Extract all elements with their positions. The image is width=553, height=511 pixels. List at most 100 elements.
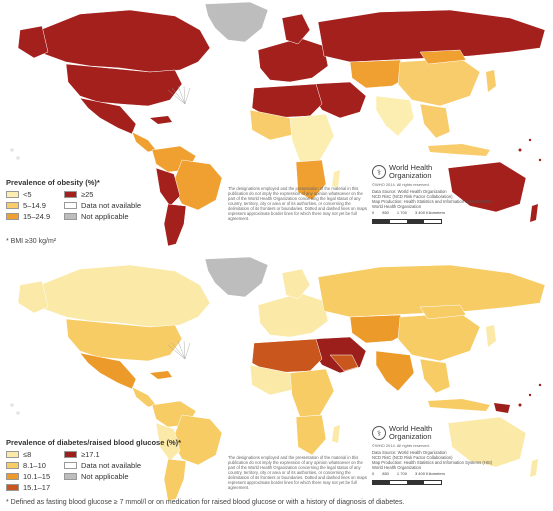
scale-label: 0 [372, 471, 375, 476]
region-peru-bolivia [155, 167, 181, 207]
small-islands [10, 138, 542, 162]
legend-swatch [64, 462, 77, 469]
region-scandinavia [281, 13, 311, 45]
region-japan [486, 325, 496, 347]
obesity-who-block: ⚕ World Health Organization ©WHO 2014. A… [372, 164, 522, 224]
legend-item: 8.1–10 [6, 461, 64, 470]
legend-label: 10.1–15 [23, 472, 51, 481]
region-mongolia [419, 304, 467, 320]
scale-label: 0 [372, 210, 375, 215]
legend-item: Data not available [64, 461, 141, 470]
region-alaska [17, 280, 49, 314]
legend-swatch [64, 451, 77, 458]
region-new-zealand [530, 204, 538, 222]
legend-item: Not applicable [64, 472, 134, 481]
legend-label: ≥25 [81, 190, 94, 199]
legend-swatch [64, 202, 77, 209]
legend-title: Prevalence of obesity (%)* [6, 178, 100, 187]
region-usa [65, 63, 183, 107]
region-china [397, 57, 481, 107]
region-west-africa [249, 109, 297, 141]
legend-swatch [6, 462, 19, 469]
region-southern-africa [295, 414, 327, 456]
legend-swatch [6, 191, 19, 198]
region-greenland [204, 256, 269, 298]
pacific-callouts [167, 340, 191, 360]
region-japan [486, 70, 496, 92]
legend-label: Data not available [81, 201, 142, 210]
region-caribbean [150, 371, 172, 379]
region-new-zealand [530, 459, 538, 477]
legend-label: 8.1–10 [23, 461, 46, 470]
region-southern-africa [295, 159, 327, 201]
region-greenland [204, 1, 269, 43]
region-central-asia [349, 59, 411, 89]
who-source-line: Map Production: Health Statistics and In… [372, 460, 493, 465]
diabetes-who-block: ⚕ World Health Organization ©WHO 2014. A… [372, 425, 522, 485]
who-emblem-icon: ⚕ [372, 165, 386, 179]
legend-label: Data not available [81, 461, 142, 470]
who-name-line1: World Health [389, 424, 433, 433]
legend-label: 15–24.9 [23, 212, 51, 221]
region-east-central-africa [289, 113, 335, 163]
legend-item: ≥17.1 [64, 450, 134, 459]
region-india [375, 350, 415, 392]
region-brazil [171, 159, 223, 211]
legend-item: 15.1–17 [6, 483, 64, 492]
region-argentina-chile [163, 203, 187, 247]
region-mexico [79, 352, 137, 390]
legend-label: Not applicable [81, 472, 129, 481]
legend-label: Not applicable [81, 212, 129, 221]
legend-label: ≤8 [23, 450, 32, 459]
legend-label: 15.1–17 [23, 483, 51, 492]
who-rights: ©WHO 2014. All rights reserved. [372, 443, 430, 448]
legend-item: Data not available [64, 201, 141, 210]
legend-item: 10.1–15 [6, 472, 64, 481]
legend-item: 15–24.9 [6, 212, 64, 221]
legend-label: <5 [23, 190, 32, 199]
region-europe [257, 37, 329, 83]
obesity-disclaimer: The designations employed and the presen… [228, 186, 367, 221]
scale-label: 1 700 [396, 210, 407, 215]
who-source-line: Data Source: World Health Organization [372, 450, 447, 455]
region-mexico [79, 97, 137, 135]
who-source-line: World Health Organization [372, 465, 422, 470]
scale-label: 3 400 Kilometers [414, 210, 445, 215]
diabetes-footnote: * Defined as fasting blood glucose ≥ 7 m… [6, 499, 405, 506]
legend-item: <5 [6, 190, 64, 199]
legend-swatch [64, 191, 77, 198]
scale-label: 1 700 [396, 471, 407, 476]
scale-bar [372, 480, 442, 485]
who-source-line: NCD RisC (NCD Risk Factor Collaboration) [372, 194, 453, 199]
region-alaska [17, 25, 49, 59]
region-east-central-africa [289, 368, 335, 418]
obesity-world-map [10, 1, 546, 247]
diabetes-map-panel: Prevalence of diabetes/raised blood gluc… [0, 255, 553, 511]
obesity-footnote: * BMI ≥30 kg/m² [6, 238, 57, 245]
scale-bar [372, 219, 442, 224]
region-papua-new-guinea [494, 403, 510, 413]
region-southeast-asia [419, 103, 451, 139]
region-india [375, 95, 415, 137]
region-australia [447, 161, 527, 213]
obesity-map-panel: Prevalence of obesity (%)* <5 ≥25 5–14.9 Da… [0, 0, 553, 250]
who-name-line2: Organization [389, 171, 432, 180]
legend-swatch [6, 473, 19, 480]
legend-item: ≥25 [64, 190, 134, 199]
diabetes-world-map [10, 256, 546, 502]
region-madagascar [332, 425, 340, 443]
diabetes-legend: Prevalence of diabetes/raised blood gluc… [6, 438, 181, 492]
region-scandinavia [281, 268, 311, 300]
region-arabian-peninsula [329, 354, 359, 372]
region-peru-bolivia [155, 422, 181, 462]
legend-swatch [6, 484, 19, 491]
who-source-line: Data Source: World Health Organization [372, 189, 447, 194]
region-china [397, 312, 481, 362]
legend-item: ≤8 [6, 450, 64, 459]
scale-label: 850 [382, 471, 389, 476]
legend-swatch [64, 473, 77, 480]
scale-label: 850 [382, 210, 389, 215]
legend-item: 5–14.9 [6, 201, 64, 210]
legend-label: 5–14.9 [23, 201, 46, 210]
legend-swatch [64, 213, 77, 220]
